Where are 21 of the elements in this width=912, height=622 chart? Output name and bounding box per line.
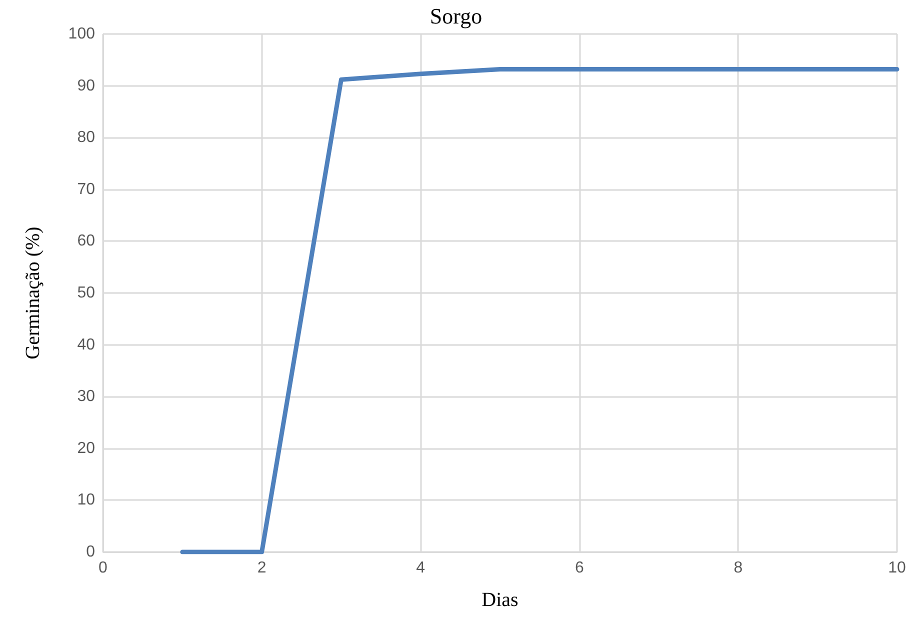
x-tick-label: 6 xyxy=(574,560,584,576)
y-tick-label: 10 xyxy=(77,492,96,509)
x-tick-label: 10 xyxy=(888,560,906,576)
y-tick-label: 80 xyxy=(77,129,96,146)
y-tick-label: 70 xyxy=(77,180,96,198)
y-tick-label: 40 xyxy=(77,336,96,354)
y-axis-title: Germinação (%) xyxy=(22,226,44,360)
y-tick-label: 30 xyxy=(77,388,96,406)
x-axis-title: Dias xyxy=(482,589,519,611)
y-tick-label: 50 xyxy=(77,284,96,302)
y-tick-label: 60 xyxy=(77,232,96,250)
y-tick-label: 100 xyxy=(68,26,96,42)
x-tick-label: 0 xyxy=(98,560,108,576)
y-tick-label: 0 xyxy=(86,544,96,560)
chart-title: Sorgo xyxy=(430,4,482,28)
x-tick-label: 4 xyxy=(416,560,426,576)
line-series xyxy=(180,66,900,554)
y-tick-label: 90 xyxy=(77,77,96,94)
y-tick-label: 20 xyxy=(77,440,96,457)
x-tick-label: 2 xyxy=(257,560,266,576)
x-tick-label: 8 xyxy=(734,560,743,576)
